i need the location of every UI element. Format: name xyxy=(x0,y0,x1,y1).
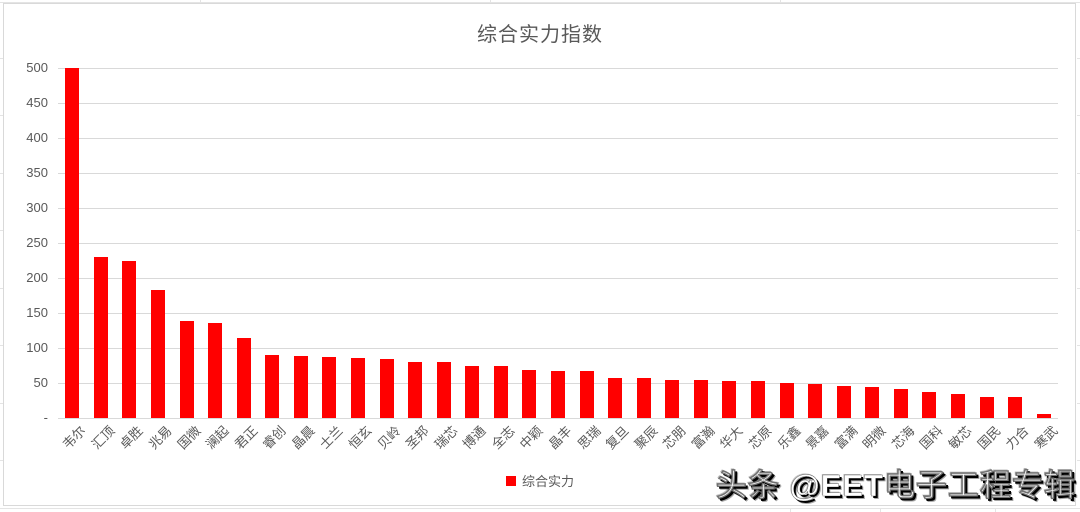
gridline xyxy=(58,137,1058,139)
bar-恒玄 xyxy=(351,358,365,418)
y-axis-tick-label: 450 xyxy=(26,94,48,110)
plot-area xyxy=(58,67,1058,419)
bar-国科 xyxy=(922,391,937,418)
bar-中颖 xyxy=(522,369,537,418)
spreadsheet-gridline xyxy=(1077,460,1080,461)
bar-睿创 xyxy=(265,355,280,418)
spreadsheet-gridline xyxy=(490,0,491,3)
y-axis-tick-label: 350 xyxy=(26,164,48,180)
bar-澜起 xyxy=(208,323,223,418)
bar-晶丰 xyxy=(551,370,565,418)
bar-瑞芯 xyxy=(436,362,451,418)
bar-敏芯 xyxy=(951,394,965,418)
gridline xyxy=(58,172,1058,174)
spreadsheet-gridline xyxy=(1077,58,1080,59)
gridline xyxy=(58,207,1058,209)
spreadsheet-gridline xyxy=(790,508,791,512)
spreadsheet-gridline xyxy=(0,460,3,461)
spreadsheet-gridline xyxy=(0,173,3,174)
watermark-toutiao: 头条 @EET电子工程专辑 xyxy=(715,468,1076,504)
bar-国民 xyxy=(979,396,994,418)
y-axis-tick-label: 300 xyxy=(26,199,48,215)
y-axis-tick-label: 100 xyxy=(26,339,48,355)
bar-国微 xyxy=(179,320,194,418)
bar-汇顶 xyxy=(93,256,108,418)
bar-明微 xyxy=(865,386,880,418)
bar-贝岭 xyxy=(379,358,394,418)
y-axis-tick-label: 400 xyxy=(26,129,48,145)
spreadsheet-gridline xyxy=(0,58,3,59)
y-axis-tick-label: - xyxy=(43,409,48,425)
gridline xyxy=(58,417,1058,419)
bar-晶晨 xyxy=(293,355,308,418)
bar-士兰 xyxy=(322,357,337,418)
spreadsheet-gridline xyxy=(1077,230,1080,231)
gridline xyxy=(58,312,1058,314)
bar-富瀚 xyxy=(693,380,708,418)
y-axis-tick-label: 500 xyxy=(26,59,48,75)
bar-博通 xyxy=(465,365,480,418)
y-axis-tick-label: 250 xyxy=(26,234,48,250)
bar-卓胜 xyxy=(122,260,137,418)
bar-君正 xyxy=(236,337,251,418)
y-axis-tick-label: 50 xyxy=(33,374,48,390)
spreadsheet-gridline xyxy=(1077,288,1080,289)
bar-富满 xyxy=(836,386,851,418)
bar-力合 xyxy=(1008,396,1023,418)
chart-title: 综合实力指数 xyxy=(477,24,603,46)
spreadsheet-gridline xyxy=(1077,115,1080,116)
bar-全志 xyxy=(493,366,508,418)
bar-聚辰 xyxy=(636,378,651,418)
spreadsheet-gridline xyxy=(1077,173,1080,174)
spreadsheet-gridline xyxy=(200,0,201,3)
bar-华大 xyxy=(722,381,737,418)
gridline xyxy=(58,277,1058,279)
spreadsheet-gridline xyxy=(0,115,3,116)
bar-寒武 xyxy=(1036,414,1051,418)
bar-芯原 xyxy=(751,381,765,418)
spreadsheet-gridline xyxy=(0,2,1080,3)
spreadsheet-gridline xyxy=(0,288,3,289)
gridline xyxy=(58,67,1058,69)
bar-韦尔 xyxy=(65,67,80,418)
legend-marker-square xyxy=(505,475,516,486)
spreadsheet-gridline xyxy=(995,508,996,512)
spreadsheet-gridline xyxy=(0,230,3,231)
spreadsheet-gridline xyxy=(880,508,881,512)
spreadsheet-gridline xyxy=(1077,345,1080,346)
bar-兆易 xyxy=(151,290,165,418)
bar-圣邦 xyxy=(408,361,423,418)
legend-label: 综合实力 xyxy=(521,474,574,489)
chart-frame xyxy=(3,3,1076,506)
y-axis-tick-label: 200 xyxy=(26,269,48,285)
y-axis-tick-label: 150 xyxy=(26,304,48,320)
gridline xyxy=(58,347,1058,349)
legend: 综合实力 xyxy=(0,471,1080,490)
bar-乐鑫 xyxy=(779,382,794,418)
spreadsheet-gridline xyxy=(0,508,1080,509)
spreadsheet-gridline xyxy=(780,0,781,3)
gridline xyxy=(58,242,1058,244)
spreadsheet-gridline xyxy=(0,345,3,346)
bar-芯朋 xyxy=(665,379,680,418)
bar-景嘉 xyxy=(808,383,823,418)
gridline xyxy=(58,102,1058,104)
spreadsheet-gridline xyxy=(1077,403,1080,404)
bar-思瑞 xyxy=(579,371,594,418)
spreadsheet-gridline xyxy=(0,403,3,404)
bar-复旦 xyxy=(608,377,623,418)
bar-芯海 xyxy=(893,388,908,418)
